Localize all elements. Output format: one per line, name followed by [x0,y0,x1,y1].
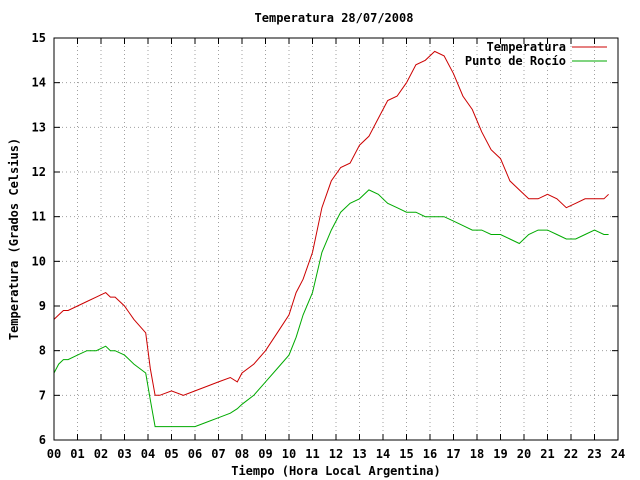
y-tick-label: 7 [39,388,46,402]
x-tick-label: 12 [329,447,343,461]
x-tick-label: 03 [117,447,131,461]
legend-label: Punto de Rocío [465,54,566,68]
x-tick-label: 09 [258,447,272,461]
y-tick-label: 12 [32,165,46,179]
chart-title: Temperatura 28/07/2008 [255,11,414,25]
grid [54,38,618,440]
x-tick-label: 21 [540,447,554,461]
x-tick-label: 11 [305,447,319,461]
x-tick-label: 23 [587,447,601,461]
y-tick-label: 14 [32,76,46,90]
x-tick-label: 07 [211,447,225,461]
y-axis-ticks: 6 7 8 9 10 11 12 13 14 15 [32,31,618,447]
x-tick-label: 01 [70,447,84,461]
x-tick-label: 19 [493,447,507,461]
x-tick-label: 18 [470,447,484,461]
y-tick-label: 9 [39,299,46,313]
y-tick-label: 15 [32,31,46,45]
x-tick-label: 16 [423,447,437,461]
x-tick-label: 14 [376,447,390,461]
legend-label: Temperatura [487,40,566,54]
x-tick-label: 08 [235,447,249,461]
y-tick-label: 8 [39,344,46,358]
y-tick-label: 13 [32,120,46,134]
series-line-temperatura [53,50,609,396]
x-tick-label: 15 [399,447,413,461]
x-axis-ticks: 00 01 02 03 04 05 06 07 08 09 10 11 12 13 14 15 16 17 18 19… [47,38,625,461]
x-tick-label: 17 [446,447,460,461]
series-lines [53,50,609,428]
plot-frame [53,37,619,441]
x-tick-label: 13 [352,447,366,461]
x-tick-label: 00 [47,447,61,461]
y-tick-label: 10 [32,254,46,268]
x-tick-label: 10 [282,447,296,461]
y-tick-label: 6 [39,433,46,447]
x-tick-label: 20 [517,447,531,461]
y-axis-label: Temperatura (Grados Celsius) [7,138,21,340]
x-tick-label: 05 [164,447,178,461]
x-tick-label: 06 [188,447,202,461]
x-axis-label: Tiempo (Hora Local Argentina) [231,464,441,478]
x-tick-label: 24 [611,447,625,461]
y-tick-label: 11 [32,210,46,224]
x-tick-label: 04 [141,447,155,461]
x-tick-label: 22 [564,447,578,461]
series-line-punto-de-rocio [53,189,609,428]
x-tick-label: 02 [94,447,108,461]
